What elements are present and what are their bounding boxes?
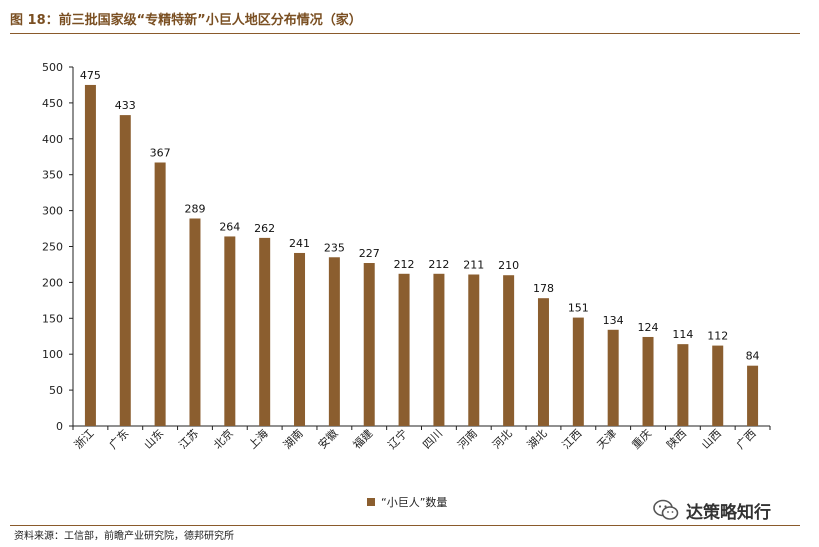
category-label: 天津: [595, 427, 620, 452]
bar: [224, 236, 236, 426]
y-tick-label: 50: [49, 384, 63, 397]
watermark: 达策略知行: [652, 497, 802, 523]
y-tick-label: 200: [42, 276, 63, 289]
bar: [537, 298, 549, 426]
data-label: 241: [289, 237, 310, 250]
category-label: 河北: [490, 427, 515, 452]
category-label: 上海: [245, 426, 270, 451]
y-tick-label: 400: [42, 133, 63, 146]
category-label: 北京: [210, 426, 235, 451]
bar: [642, 336, 654, 426]
data-label: 433: [115, 99, 136, 112]
bar: [572, 317, 584, 426]
bar: [607, 329, 619, 426]
data-label: 212: [428, 258, 449, 271]
y-tick-label: 450: [42, 97, 63, 110]
category-label: 重庆: [629, 426, 654, 451]
category-label: 湖南: [281, 427, 306, 452]
data-label: 227: [359, 247, 380, 260]
bar: [363, 263, 375, 426]
category-label: 广东: [107, 427, 132, 452]
y-tick-label: 150: [42, 312, 63, 325]
data-label: 134: [603, 314, 624, 327]
category-label: 湖北: [525, 427, 550, 452]
y-tick-label: 250: [42, 241, 63, 254]
bar: [84, 84, 96, 426]
category-label: 四川: [420, 427, 445, 452]
data-label: 211: [463, 259, 484, 272]
data-label: 124: [638, 321, 659, 334]
y-tick-label: 0: [56, 420, 63, 433]
category-label: 浙江: [72, 427, 97, 452]
footer-divider: [10, 525, 800, 526]
data-label: 262: [254, 222, 275, 235]
data-label: 210: [498, 259, 519, 272]
data-label: 212: [394, 258, 415, 271]
data-label: 235: [324, 241, 345, 254]
legend-swatch: [367, 498, 375, 506]
title-divider: [10, 33, 800, 34]
data-label: 112: [707, 330, 728, 343]
category-label: 福建: [350, 426, 375, 451]
source-note: 资料来源：工信部，前瞻产业研究院，德邦研究所: [14, 531, 234, 542]
bar: [712, 345, 724, 426]
bar: [677, 344, 689, 426]
category-label: 广西: [734, 427, 759, 452]
category-label: 河南: [455, 427, 480, 452]
bar: [398, 273, 410, 426]
y-tick-label: 100: [42, 348, 63, 361]
bar: [747, 365, 759, 426]
data-label: 114: [672, 328, 693, 341]
y-tick-label: 500: [42, 61, 63, 74]
bar: [468, 274, 480, 426]
data-label: 367: [150, 146, 171, 159]
bar: [189, 218, 201, 426]
wechat-icon: [653, 499, 679, 520]
bar: [119, 115, 131, 426]
bar: [503, 275, 515, 426]
y-tick-label: 350: [42, 169, 63, 182]
data-label: 264: [219, 220, 240, 233]
data-label: 178: [533, 282, 554, 295]
bar: [433, 273, 445, 426]
category-label: 江苏: [176, 427, 201, 452]
bar: [328, 257, 340, 426]
data-label: 475: [80, 69, 101, 82]
y-tick-label: 300: [42, 205, 63, 218]
data-label: 151: [568, 302, 589, 315]
watermark-text: 达策略知行: [686, 502, 771, 523]
category-label: 辽宁: [385, 426, 410, 451]
bar: [294, 252, 306, 426]
category-label: 江西: [560, 427, 585, 452]
category-label: 山东: [141, 427, 166, 452]
category-label: 安徽: [315, 426, 340, 451]
category-label: 山西: [699, 427, 724, 452]
chart-title: 图 18：前三批国家级“专精特新”小巨人地区分布情况（家）: [10, 13, 362, 28]
category-label: 陕西: [664, 426, 689, 451]
bar: [154, 162, 166, 426]
bar: [259, 237, 271, 426]
data-label: 84: [746, 350, 760, 363]
data-label: 289: [184, 202, 205, 215]
legend-label: “小巨人”数量: [381, 496, 447, 509]
